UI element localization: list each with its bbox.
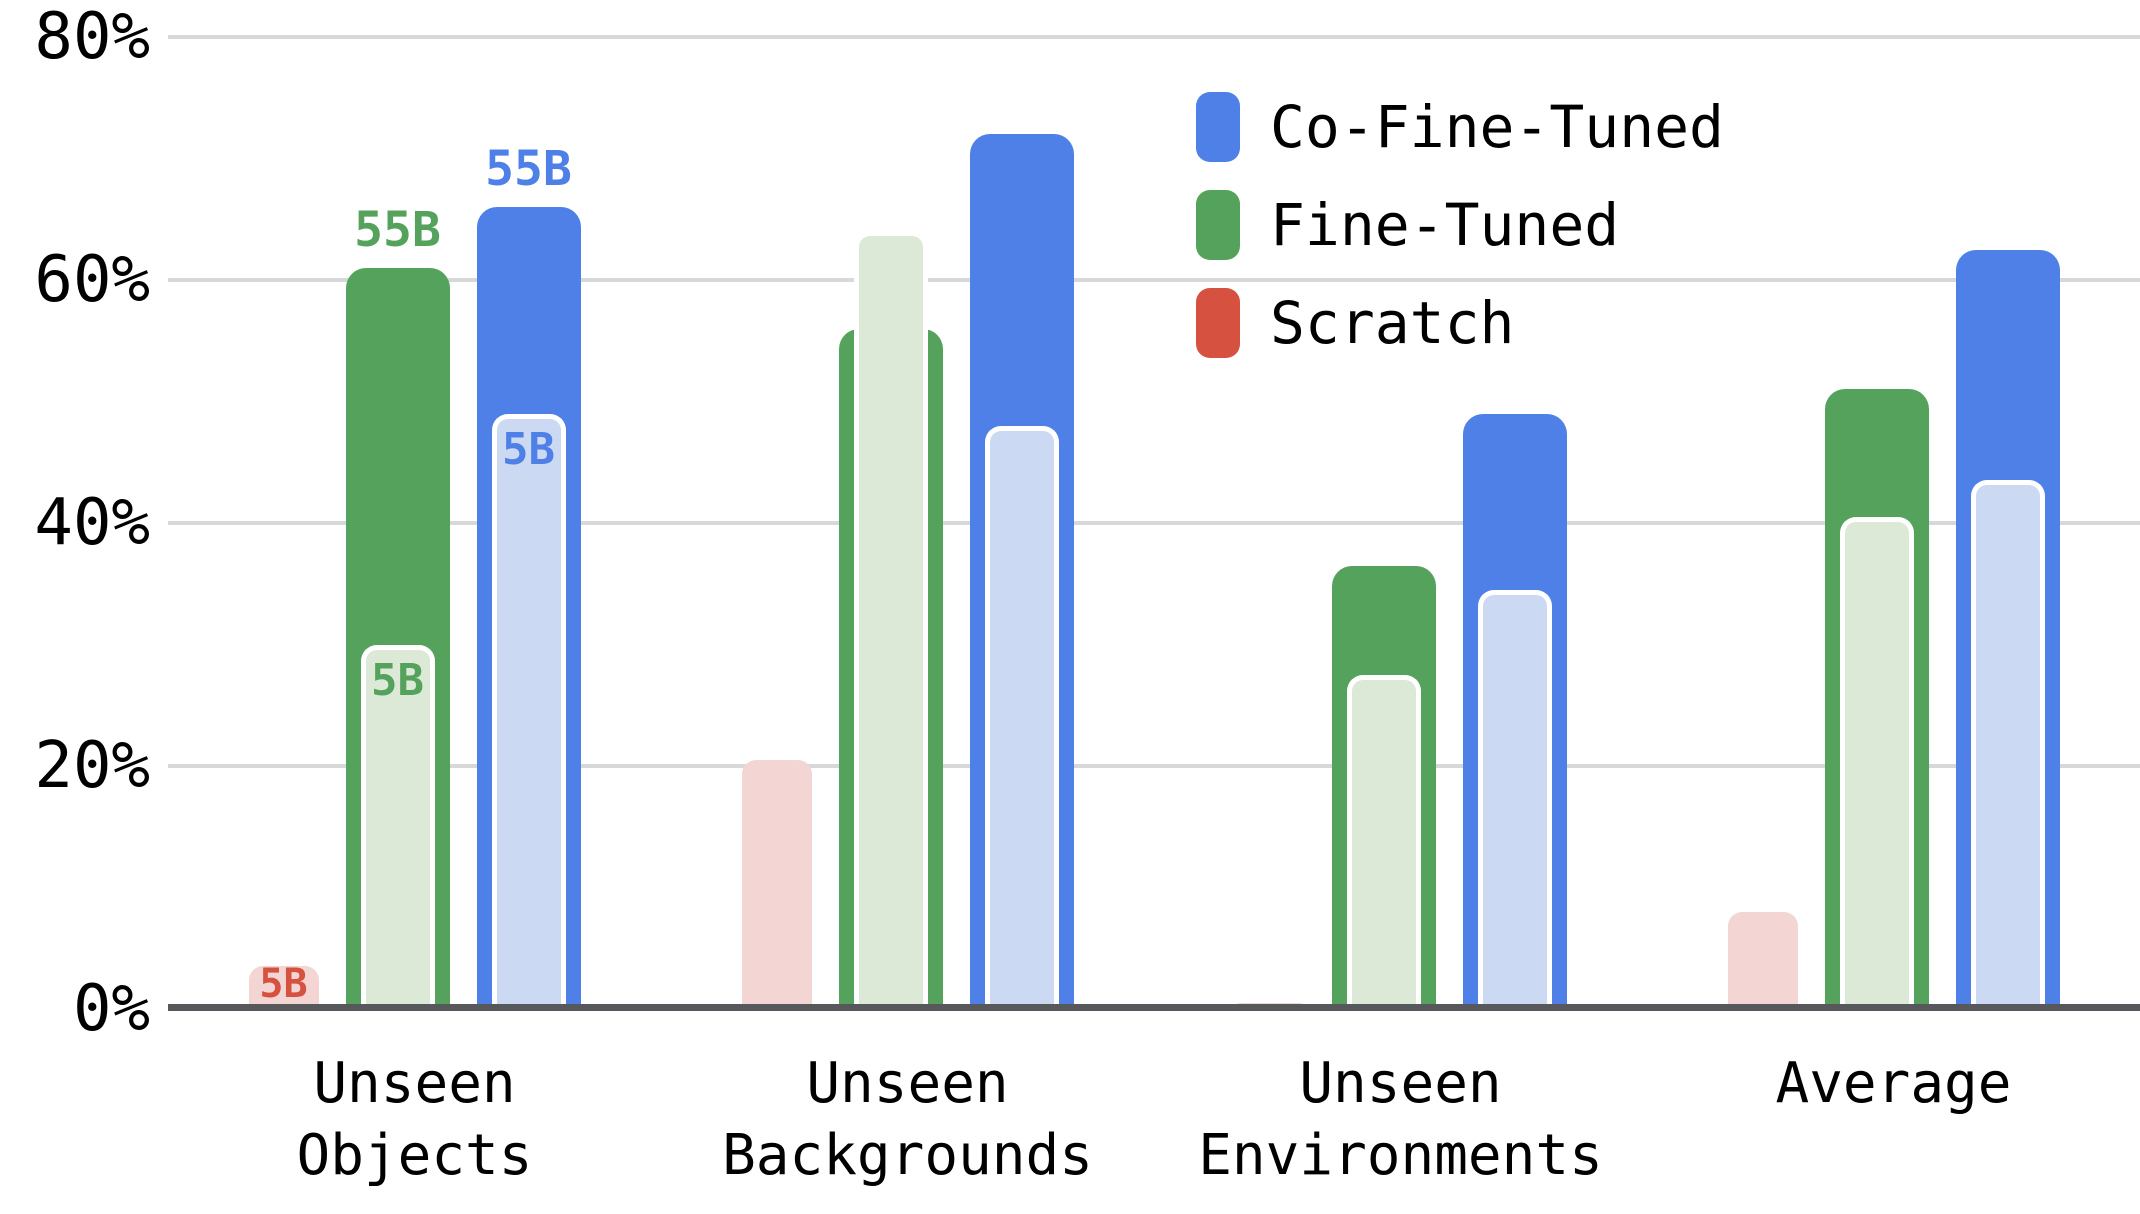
legend-item-fine-tuned: Fine-Tuned bbox=[1196, 190, 1724, 260]
bar-slot-unseen-objects-co-fine-tuned: 55B 5B bbox=[476, 145, 581, 1009]
x-axis-labels: Unseen Objects Unseen Backgrounds Unseen Envi… bbox=[168, 1048, 2140, 1192]
bar-cluster-unseen-backgrounds bbox=[741, 134, 1074, 1009]
legend-label-fine-tuned: Fine-Tuned bbox=[1270, 191, 1620, 259]
y-tick-40pct: 40% bbox=[34, 486, 150, 560]
bar-unseen-backgrounds-scratch-5b bbox=[741, 759, 812, 1009]
x-label-line: Unseen bbox=[1299, 1051, 1502, 1116]
x-label-line: Objects bbox=[296, 1123, 533, 1188]
bar-slot-unseen-backgrounds-co-fine-tuned bbox=[969, 134, 1074, 1009]
y-tick-60pct: 60% bbox=[34, 243, 150, 317]
bar-unseen-objects-co-fine-tuned-5b bbox=[491, 413, 566, 1009]
bar-average-scratch-5b bbox=[1727, 911, 1798, 1009]
bar-label-unseen-objects-scratch-5b: 5B bbox=[259, 961, 308, 1007]
y-tick-80pct: 80% bbox=[34, 0, 150, 74]
bar-slot-average-fine-tuned bbox=[1824, 389, 1929, 1009]
bar-group-unseen-backgrounds bbox=[661, 37, 1154, 1009]
legend-swatch-co-fine-tuned bbox=[1196, 92, 1240, 162]
bar-cluster-unseen-objects: 5B 55B 5B 55B 5B bbox=[248, 145, 581, 1009]
legend-swatch-fine-tuned bbox=[1196, 190, 1240, 260]
gridline-60pct bbox=[168, 278, 2140, 282]
bar-unseen-backgrounds-co-fine-tuned-5b bbox=[984, 425, 1059, 1009]
x-label-unseen-environments: Unseen Environments bbox=[1154, 1048, 1647, 1192]
bar-group-average bbox=[1647, 37, 2140, 1009]
bar-label-unseen-objects-co-fine-tuned-55b: 55B bbox=[485, 141, 572, 198]
bar-slot-average-scratch bbox=[1727, 911, 1798, 1009]
x-label-line: Unseen bbox=[806, 1051, 1009, 1116]
bar-unseen-backgrounds-fine-tuned-5b bbox=[853, 231, 928, 1009]
bar-group-unseen-objects: 5B 55B 5B 55B 5B bbox=[168, 37, 661, 1009]
x-label-line: Backgrounds bbox=[722, 1123, 1093, 1188]
y-tick-0pct: 0% bbox=[72, 972, 150, 1046]
bar-label-unseen-objects-co-fine-tuned-5b: 5B bbox=[502, 423, 555, 475]
legend-label-co-fine-tuned: Co-Fine-Tuned bbox=[1270, 93, 1724, 161]
gridline-20pct bbox=[168, 764, 2140, 768]
bar-slot-unseen-backgrounds-scratch bbox=[741, 759, 812, 1009]
bar-unseen-objects-fine-tuned-5b bbox=[360, 644, 435, 1009]
bar-group-unseen-environments bbox=[1154, 37, 1647, 1009]
x-label-line: Average bbox=[1775, 1051, 2012, 1116]
plot-area: 5B 55B 5B 55B 5B bbox=[168, 35, 2140, 1011]
bar-slot-unseen-objects-fine-tuned: 55B 5B bbox=[345, 206, 450, 1009]
legend-swatch-scratch bbox=[1196, 288, 1240, 358]
gridline-80pct bbox=[168, 35, 2140, 39]
bar-slot-unseen-environments-fine-tuned bbox=[1331, 565, 1436, 1009]
bar-slot-average-co-fine-tuned bbox=[1955, 249, 2060, 1009]
bar-average-fine-tuned-5b bbox=[1839, 516, 1914, 1009]
x-label-line: Environments bbox=[1198, 1123, 1603, 1188]
legend-item-scratch: Scratch bbox=[1196, 288, 1724, 358]
x-axis-line bbox=[168, 1004, 2140, 1011]
legend: Co-Fine-Tuned Fine-Tuned Scratch bbox=[1196, 92, 1724, 358]
bar-unseen-environments-fine-tuned-5b bbox=[1346, 674, 1421, 1009]
legend-item-co-fine-tuned: Co-Fine-Tuned bbox=[1196, 92, 1724, 162]
bar-cluster-average bbox=[1727, 249, 2060, 1009]
x-label-unseen-backgrounds: Unseen Backgrounds bbox=[661, 1048, 1154, 1192]
bar-groups: 5B 55B 5B 55B 5B bbox=[168, 37, 2140, 1009]
x-label-line: Unseen bbox=[313, 1051, 516, 1116]
bar-slot-unseen-objects-scratch: 5B bbox=[248, 961, 319, 1009]
bar-slot-unseen-environments-co-fine-tuned bbox=[1462, 413, 1567, 1009]
bar-unseen-objects-scratch-5b bbox=[248, 966, 319, 1009]
x-label-unseen-objects: Unseen Objects bbox=[168, 1048, 661, 1192]
bar-cluster-unseen-environments bbox=[1234, 413, 1567, 1009]
x-label-average: Average bbox=[1647, 1048, 2140, 1192]
bar-average-co-fine-tuned-5b bbox=[1970, 480, 2045, 1009]
bar-slot-unseen-backgrounds-fine-tuned bbox=[838, 231, 943, 1009]
y-tick-20pct: 20% bbox=[34, 729, 150, 803]
gridline-40pct bbox=[168, 521, 2140, 525]
legend-label-scratch: Scratch bbox=[1270, 289, 1515, 357]
bar-unseen-environments-co-fine-tuned-5b bbox=[1477, 589, 1552, 1009]
bar-label-unseen-objects-fine-tuned-55b: 55B bbox=[354, 201, 441, 258]
bar-label-unseen-objects-fine-tuned-5b: 5B bbox=[371, 654, 424, 706]
